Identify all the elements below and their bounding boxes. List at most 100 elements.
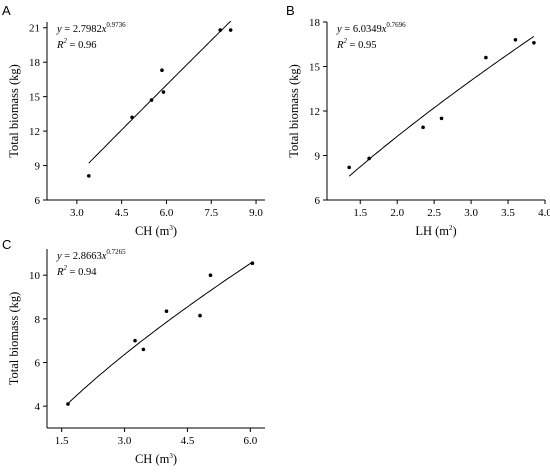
fit-equation-coefficient: = 2.7982 bbox=[62, 24, 102, 35]
data-point bbox=[421, 125, 425, 130]
x-tick-label: 4.0 bbox=[538, 207, 550, 219]
panel-letter: B bbox=[286, 3, 295, 18]
y-tick-label: 9 bbox=[315, 151, 321, 163]
x-axis-label: LH (m2) bbox=[415, 224, 456, 238]
fit-equation-lhs: y bbox=[56, 251, 62, 262]
data-point bbox=[66, 402, 70, 406]
data-point bbox=[87, 174, 91, 178]
r-squared-value: = 0.96 bbox=[67, 40, 97, 51]
x-tick-label: 3.0 bbox=[464, 207, 478, 219]
x-tick-label: 4.5 bbox=[115, 207, 129, 219]
y-tick-label: 12 bbox=[309, 106, 320, 118]
data-point bbox=[133, 338, 137, 343]
x-tick-label: 7.5 bbox=[204, 207, 218, 219]
fit-equation-variable: x bbox=[101, 251, 107, 262]
y-tick-label: 4 bbox=[35, 401, 41, 413]
x-tick-label: 3.0 bbox=[70, 207, 84, 219]
y-tick-label: 15 bbox=[29, 92, 41, 104]
data-point bbox=[347, 165, 351, 170]
y-tick-label: 6 bbox=[35, 358, 41, 370]
data-point bbox=[250, 261, 255, 265]
x-tick-label: 1.5 bbox=[353, 207, 367, 219]
y-tick-label: 15 bbox=[309, 62, 321, 74]
data-point bbox=[228, 28, 233, 32]
y-tick-label: 6 bbox=[35, 195, 41, 207]
r-squared-value: = 0.94 bbox=[67, 267, 97, 278]
data-point bbox=[160, 68, 164, 73]
panel-letter: C bbox=[2, 237, 11, 252]
fit-equation-coefficient: = 6.0349 bbox=[342, 24, 382, 35]
fit-curve bbox=[88, 20, 232, 164]
r-squared-label: R bbox=[56, 267, 64, 278]
fit-equation-exponent: 0.7696 bbox=[386, 21, 406, 29]
r-squared-value: = 0.95 bbox=[347, 40, 377, 51]
x-axis-label-suffix: ) bbox=[173, 452, 177, 466]
x-axis-label-suffix: ) bbox=[453, 224, 457, 238]
panel-c: C 1.5 3.0 4.5 6.0 4 6 8 10 CH (m3) Total biomass (… bbox=[2, 237, 265, 466]
fit-equation-coefficient: = 2.8663 bbox=[62, 251, 102, 262]
data-point bbox=[208, 273, 213, 277]
fit-equation: y = 6.0349x0.7696 bbox=[336, 21, 406, 35]
x-tick-label: 4.5 bbox=[181, 435, 195, 447]
data-point bbox=[149, 98, 154, 102]
x-axis-label-exponent: 3 bbox=[169, 452, 173, 460]
data-point bbox=[198, 313, 202, 318]
x-tick-label: 6.0 bbox=[243, 435, 257, 447]
x-tick-label: 2.0 bbox=[390, 207, 404, 219]
y-tick-label: 18 bbox=[309, 17, 321, 29]
fit-curve bbox=[67, 261, 253, 404]
x-axis-label-exponent: 2 bbox=[449, 224, 453, 232]
panel-a: A 3.0 4.5 6.0 7.5 9.0 6 9 12 15 18 21 CH (m3) Total b… bbox=[2, 3, 265, 238]
fit-curve bbox=[348, 35, 535, 177]
x-tick-label: 6.0 bbox=[160, 207, 174, 219]
r-squared: R2 = 0.95 bbox=[336, 37, 376, 51]
x-tick-label: 9.0 bbox=[249, 207, 263, 219]
y-tick-label: 12 bbox=[29, 126, 40, 138]
x-axis-label-text: CH (m bbox=[135, 452, 170, 466]
data-point bbox=[484, 55, 488, 60]
y-tick-label: 6 bbox=[315, 195, 321, 207]
x-axis-label-suffix: ) bbox=[173, 224, 177, 238]
fit-equation: y = 2.7982x0.9736 bbox=[56, 21, 126, 35]
r-squared-exponent: 2 bbox=[63, 37, 67, 45]
y-axis-label: Total biomass (kg) bbox=[287, 64, 301, 158]
data-point bbox=[130, 115, 134, 120]
fit-equation: y = 2.8663x0.7265 bbox=[56, 248, 126, 262]
x-tick-label: 1.5 bbox=[55, 435, 69, 447]
r-squared-exponent: 2 bbox=[343, 37, 347, 45]
y-tick-label: 10 bbox=[29, 270, 41, 282]
fit-equation-variable: x bbox=[101, 24, 107, 35]
y-axis-label: Total biomass (kg) bbox=[7, 64, 21, 158]
fit-equation-exponent: 0.7265 bbox=[106, 248, 126, 256]
data-point bbox=[532, 40, 536, 45]
fit-equation-lhs: y bbox=[336, 24, 342, 35]
data-point bbox=[141, 347, 146, 352]
fit-equation-exponent: 0.9736 bbox=[106, 21, 126, 29]
x-axis-label-text: LH (m bbox=[415, 224, 449, 238]
y-tick-label: 18 bbox=[29, 57, 41, 69]
y-axis-label: Total biomass (kg) bbox=[7, 292, 21, 386]
x-axis-label: CH (m3) bbox=[135, 224, 177, 238]
data-point bbox=[218, 28, 223, 32]
data-point bbox=[439, 116, 444, 121]
x-axis-label: CH (m3) bbox=[135, 452, 177, 466]
fit-equation-variable: x bbox=[381, 24, 387, 35]
y-tick-label: 9 bbox=[35, 161, 41, 173]
data-point bbox=[367, 156, 371, 161]
data-point bbox=[164, 309, 169, 314]
y-tick-label: 8 bbox=[35, 314, 41, 326]
r-squared-label: R bbox=[56, 40, 64, 51]
r-squared: R2 = 0.94 bbox=[56, 264, 97, 278]
panel-letter: A bbox=[2, 3, 11, 18]
x-tick-label: 3.5 bbox=[501, 207, 515, 219]
y-tick-label: 21 bbox=[29, 23, 40, 35]
data-point bbox=[513, 38, 518, 42]
data-point bbox=[161, 90, 166, 94]
x-axis-label-text: CH (m bbox=[135, 224, 170, 238]
x-tick-label: 3.0 bbox=[118, 435, 132, 447]
x-tick-label: 2.5 bbox=[427, 207, 441, 219]
fit-equation-lhs: y bbox=[56, 24, 62, 35]
r-squared: R2 = 0.96 bbox=[56, 37, 96, 51]
